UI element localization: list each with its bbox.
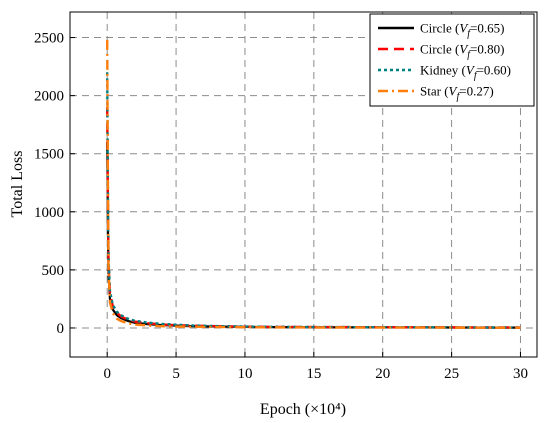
y-axis-title: Total Loss bbox=[9, 151, 26, 218]
legend-box bbox=[369, 13, 535, 107]
x-tick-label: 25 bbox=[444, 366, 459, 382]
series-line-2 bbox=[105, 72, 521, 329]
legend-label-1: Circle (Vf=0.80) bbox=[420, 42, 505, 61]
axis-ticks: 0 5 10 15 20 25 30 0 500 1000 1500 2000 2500 bbox=[34, 31, 528, 382]
x-tick-label: 10 bbox=[237, 366, 252, 382]
y-tick-label: 1000 bbox=[34, 205, 64, 221]
legend-label-0: Circle (Vf=0.65) bbox=[420, 21, 505, 40]
y-tick-label: 1500 bbox=[34, 147, 64, 163]
x-axis-title: Epoch (×10⁴) bbox=[260, 401, 346, 418]
y-tick-label: 2500 bbox=[34, 31, 64, 47]
x-tick-label: 20 bbox=[375, 366, 390, 382]
x-tick-label: 5 bbox=[172, 366, 180, 382]
series-line-3 bbox=[105, 39, 521, 329]
plot-frame bbox=[69, 11, 538, 358]
x-tick-label: 15 bbox=[306, 366, 321, 382]
x-tick-label: 30 bbox=[513, 366, 528, 382]
y-tick-label: 0 bbox=[57, 321, 65, 337]
legend-label-3: Star (Vf=0.27) bbox=[420, 84, 494, 103]
y-tick-label: 2000 bbox=[34, 89, 64, 105]
series-layer bbox=[105, 39, 521, 329]
legend-label-2: Kidney (Vf=0.60) bbox=[420, 63, 511, 82]
legend: Circle (Vf=0.65) Circle (Vf=0.80) Kidney (… bbox=[369, 13, 535, 107]
x-tick-label: 0 bbox=[103, 366, 111, 382]
y-tick-label: 500 bbox=[42, 263, 65, 279]
